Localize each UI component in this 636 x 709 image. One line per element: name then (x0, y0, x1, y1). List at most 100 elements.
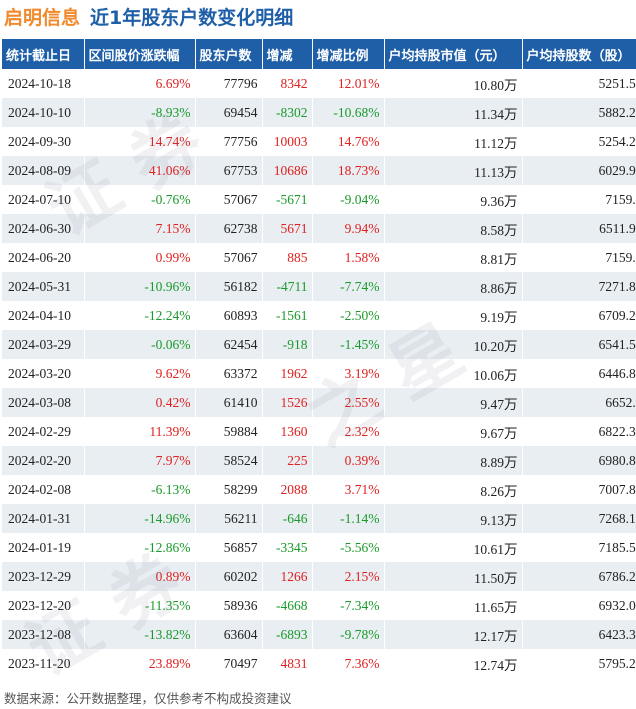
cell-avg-shares: 6786.29 (522, 562, 636, 591)
cell-price-change: -0.76% (84, 185, 196, 214)
table-row: 2024-02-08 -6.13% 58299 2088 3.71% 8.26万 7007.… (2, 475, 636, 504)
cell-avg-shares: 7159.1 (522, 243, 636, 272)
column-header-holders: 股东户数 (195, 39, 263, 69)
cell-price-change: -13.82% (84, 620, 196, 649)
cell-holders: 77756 (195, 127, 263, 156)
cell-ratio: -2.50% (312, 301, 385, 330)
cell-holders: 56211 (195, 504, 263, 533)
table-row: 2024-03-29 -0.06% 62454 -918 -1.45% 10.20万 654… (2, 330, 636, 359)
cell-avg-shares: 7007.81 (522, 475, 636, 504)
cell-ratio: -1.45% (312, 330, 385, 359)
cell-avg-shares: 6423.31 (522, 620, 636, 649)
cell-holders: 60893 (195, 301, 263, 330)
cell-holders: 69454 (195, 98, 263, 127)
cell-date: 2023-12-08 (2, 620, 85, 649)
table-row: 2024-09-30 14.74% 77756 10003 14.76% 11.12万 52… (2, 127, 636, 156)
cell-delta: -6893 (262, 620, 313, 649)
table-row: 2024-08-09 41.06% 67753 10686 18.73% 11.13万 60… (2, 156, 636, 185)
cell-holders: 62738 (195, 214, 263, 243)
table-row: 2024-06-30 7.15% 62738 5671 9.94% 8.58万 6511.9… (2, 214, 636, 243)
cell-ratio: 3.71% (312, 475, 385, 504)
cell-price-change: 9.62% (84, 359, 196, 388)
table-row: 2024-03-20 9.62% 63372 1962 3.19% 10.06万 6446.… (2, 359, 636, 388)
cell-delta: -1561 (262, 301, 313, 330)
cell-date: 2024-04-10 (2, 301, 85, 330)
cell-ratio: -9.04% (312, 185, 385, 214)
cell-price-change: 0.99% (84, 243, 196, 272)
column-header-avg-value: 户均持股市值（元） (384, 39, 523, 69)
cell-price-change: -10.96% (84, 272, 196, 301)
cell-avg-shares: 6822.33 (522, 417, 636, 446)
cell-ratio: 2.15% (312, 562, 385, 591)
cell-avg-shares: 7185.54 (522, 533, 636, 562)
cell-avg-shares: 6932.07 (522, 591, 636, 620)
cell-date: 2024-07-10 (2, 185, 85, 214)
cell-avg-value: 12.17万 (384, 620, 523, 649)
cell-date: 2024-10-18 (2, 69, 85, 98)
cell-price-change: 14.74% (84, 127, 196, 156)
cell-avg-value: 10.06万 (384, 359, 523, 388)
cell-avg-shares: 6709.28 (522, 301, 636, 330)
cell-holders: 56182 (195, 272, 263, 301)
cell-ratio: 12.01% (312, 69, 385, 98)
cell-delta: -646 (262, 504, 313, 533)
cell-avg-value: 8.89万 (384, 446, 523, 475)
cell-ratio: 2.32% (312, 417, 385, 446)
cell-avg-shares: 5795.26 (522, 649, 636, 678)
table-row: 2023-11-20 23.89% 70497 4831 7.36% 12.74万 5795… (2, 649, 636, 678)
cell-avg-value: 8.26万 (384, 475, 523, 504)
table-row: 2023-12-20 -11.35% 58936 -4668 -7.34% 11.65万 6… (2, 591, 636, 620)
cell-holders: 60202 (195, 562, 263, 591)
cell-avg-shares: 7271.87 (522, 272, 636, 301)
cell-price-change: 11.39% (84, 417, 196, 446)
cell-holders: 61410 (195, 388, 263, 417)
cell-avg-value: 11.13万 (384, 156, 523, 185)
cell-price-change: -14.96% (84, 504, 196, 533)
cell-price-change: -11.35% (84, 591, 196, 620)
cell-delta: -3345 (262, 533, 313, 562)
cell-avg-shares: 7268.12 (522, 504, 636, 533)
cell-ratio: 2.55% (312, 388, 385, 417)
table-row: 2023-12-29 0.89% 60202 1266 2.15% 11.50万 6786.… (2, 562, 636, 591)
cell-delta: 4831 (262, 649, 313, 678)
page-title: 启明信息 近1年股东户数变化明细 (4, 3, 293, 33)
cell-ratio: -5.56% (312, 533, 385, 562)
cell-delta: -4668 (262, 591, 313, 620)
cell-delta: -4711 (262, 272, 313, 301)
cell-ratio: 14.76% (312, 127, 385, 156)
cell-avg-shares: 5254.24 (522, 127, 636, 156)
cell-avg-value: 10.80万 (384, 69, 523, 98)
cell-avg-shares: 7159.1 (522, 185, 636, 214)
cell-holders: 70497 (195, 649, 263, 678)
cell-ratio: 7.36% (312, 649, 385, 678)
cell-avg-value: 11.65万 (384, 591, 523, 620)
cell-holders: 63372 (195, 359, 263, 388)
cell-avg-value: 9.19万 (384, 301, 523, 330)
cell-delta: -5671 (262, 185, 313, 214)
cell-price-change: -12.24% (84, 301, 196, 330)
cell-delta: -918 (262, 330, 313, 359)
cell-date: 2024-02-20 (2, 446, 85, 475)
cell-price-change: 7.15% (84, 214, 196, 243)
column-header-avg-shares: 户均持股数（股） (522, 39, 636, 69)
table-row: 2024-01-31 -14.96% 56211 -646 -1.14% 9.13万 726… (2, 504, 636, 533)
cell-avg-value: 10.20万 (384, 330, 523, 359)
cell-date: 2024-02-08 (2, 475, 85, 504)
cell-date: 2024-06-20 (2, 243, 85, 272)
cell-price-change: 0.89% (84, 562, 196, 591)
table-row: 2024-05-31 -10.96% 56182 -4711 -7.74% 8.86万 72… (2, 272, 636, 301)
cell-avg-value: 10.61万 (384, 533, 523, 562)
cell-date: 2024-01-31 (2, 504, 85, 533)
company-name: 启明信息 (4, 7, 81, 29)
table-row: 2024-02-29 11.39% 59884 1360 2.32% 9.67万 6822.… (2, 417, 636, 446)
cell-price-change: 23.89% (84, 649, 196, 678)
shareholder-table: 统计截止日 区间股价涨跌幅 股东户数 增减 增减比例 户均持股市值（元） 户均持… (2, 39, 636, 678)
cell-avg-value: 9.47万 (384, 388, 523, 417)
cell-avg-shares: 5882.29 (522, 98, 636, 127)
cell-date: 2024-02-29 (2, 417, 85, 446)
cell-date: 2023-11-20 (2, 649, 85, 678)
cell-date: 2024-09-30 (2, 127, 85, 156)
